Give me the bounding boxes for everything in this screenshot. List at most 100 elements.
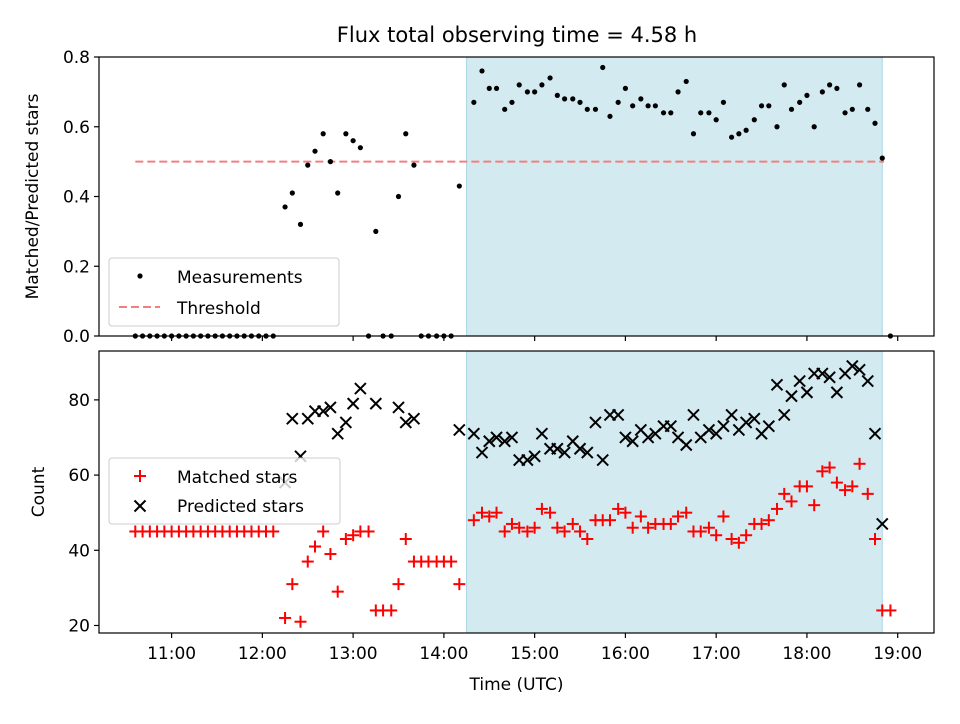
predicted-star-point xyxy=(573,442,587,455)
predicted-star-point xyxy=(785,389,798,403)
measurement-point xyxy=(486,85,492,91)
legend-matched-label: Matched stars xyxy=(177,468,297,488)
measurement-point xyxy=(842,110,848,116)
predicted-star-point xyxy=(453,423,466,437)
matched-star-point xyxy=(800,480,813,493)
predicted-star-point xyxy=(853,363,866,377)
measurement-point xyxy=(879,155,885,161)
measurement-point xyxy=(766,103,772,109)
predicted-star-point xyxy=(687,408,700,422)
measurement-point xyxy=(502,106,508,112)
measurement-point xyxy=(532,89,538,95)
matched-star-point xyxy=(267,525,280,538)
measurement-point xyxy=(797,99,803,105)
top-x-ticks xyxy=(171,336,899,341)
measurement-point xyxy=(834,85,840,91)
matched-star-point xyxy=(467,514,480,527)
measurement-point xyxy=(554,92,560,98)
matched-star-point xyxy=(505,517,518,530)
matched-star-point xyxy=(619,506,632,519)
matched-star-point xyxy=(823,461,836,474)
predicted-star-point xyxy=(589,416,602,429)
predicted-star-point xyxy=(846,359,859,373)
matched-star-point xyxy=(317,525,330,538)
top-legend-box xyxy=(108,257,340,327)
measurement-point xyxy=(395,193,402,200)
matched-star-point xyxy=(642,521,655,534)
predicted-star-point xyxy=(770,378,784,392)
predicted-star-point xyxy=(641,431,655,444)
predicted-star-point xyxy=(505,431,519,444)
matched-star-point xyxy=(347,529,360,542)
matched-star-point xyxy=(566,517,579,530)
matched-star-point xyxy=(755,517,768,530)
matched-star-point xyxy=(816,465,829,478)
matched-star-point xyxy=(612,502,625,515)
measurement-point xyxy=(357,145,363,151)
measurement-point xyxy=(289,190,295,196)
predicted-star-point xyxy=(868,427,882,440)
matched-star-point xyxy=(762,514,775,527)
matched-star-point xyxy=(778,487,791,500)
measurement-point xyxy=(516,82,522,88)
y-tick-label: 0.8 xyxy=(63,48,90,68)
bottom-y-axis-label: Count xyxy=(29,466,49,517)
predicted-star-point xyxy=(498,435,511,448)
measurement-point xyxy=(584,106,590,112)
x-tick-label: 15:00 xyxy=(510,644,559,664)
predicted-star-point xyxy=(876,517,889,531)
measurement-point xyxy=(411,162,417,168)
predicted-star-point xyxy=(286,412,299,425)
matched-star-point xyxy=(634,510,647,523)
bottom-shaded-region xyxy=(466,350,883,634)
legend-x-glyph xyxy=(133,499,147,513)
matched-star-point xyxy=(544,506,557,519)
predicted-star-point xyxy=(823,371,836,384)
measurement-point xyxy=(698,110,704,116)
predicted-star-point xyxy=(581,446,594,459)
legend-plus-glyph xyxy=(134,470,146,482)
matched-star-point xyxy=(581,533,594,545)
measurement-point xyxy=(675,89,681,95)
predicted-star-point xyxy=(467,427,481,440)
matched-star-point xyxy=(385,604,398,617)
predicted-star-point xyxy=(596,453,609,467)
predicted-star-point xyxy=(354,382,367,395)
matched-star-point xyxy=(476,506,489,519)
measurement-point xyxy=(282,204,288,210)
matched-star-point xyxy=(301,555,314,568)
measurement-point xyxy=(804,92,810,98)
matched-star-point xyxy=(279,611,292,624)
predicted-star-point xyxy=(748,412,761,425)
matched-star-point xyxy=(717,510,730,523)
measurement-point xyxy=(865,106,871,112)
measurement-point xyxy=(471,99,477,105)
x-tick-label: 12:00 xyxy=(238,644,287,664)
matched-star-point xyxy=(498,525,511,538)
matched-star-point xyxy=(535,502,548,515)
measurement-point xyxy=(630,103,636,109)
measurement-point xyxy=(570,96,576,102)
y-tick-label: 40 xyxy=(68,541,90,561)
measurement-point xyxy=(343,131,349,137)
legend-threshold-label: Threshold xyxy=(176,299,261,319)
bottom-legend: Matched stars Predicted stars xyxy=(108,457,341,525)
matched-star-point xyxy=(309,540,322,553)
matched-star-point xyxy=(558,525,571,538)
predicted-star-point xyxy=(551,442,564,455)
predicted-stars-points xyxy=(278,359,889,531)
matched-star-point xyxy=(732,536,745,549)
measurement-point xyxy=(849,106,855,112)
matched-star-point xyxy=(884,604,897,617)
measurement-point xyxy=(638,96,644,102)
measurement-point xyxy=(373,228,379,234)
measurement-point xyxy=(320,131,326,137)
measurement-point xyxy=(592,106,599,112)
measurement-point xyxy=(660,110,667,116)
predicted-star-point xyxy=(407,412,421,425)
predicted-star-point xyxy=(316,404,330,418)
matched-star-point xyxy=(626,521,639,534)
y-tick-label: 0.6 xyxy=(63,118,90,138)
measurement-point xyxy=(403,131,409,137)
